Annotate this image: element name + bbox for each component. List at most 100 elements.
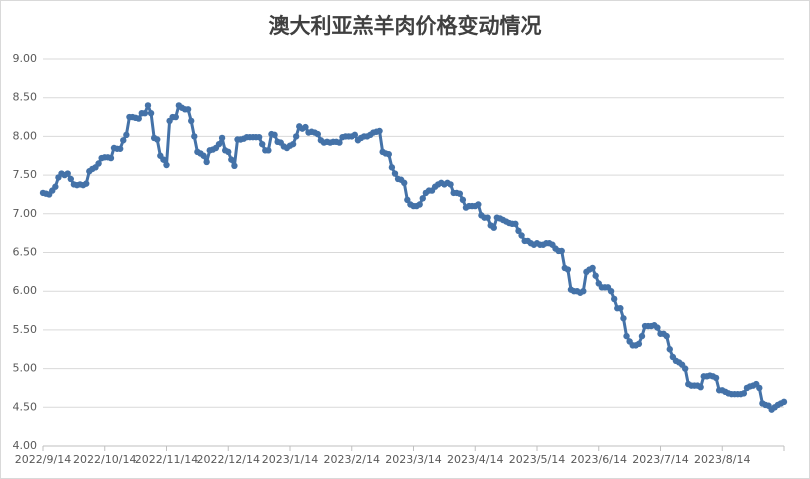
x-tick-label: 2023/8/14	[694, 453, 750, 466]
point	[228, 156, 235, 163]
point	[456, 190, 464, 197]
point	[623, 332, 630, 340]
point	[376, 127, 383, 135]
point	[419, 195, 426, 202]
point	[231, 162, 238, 170]
point	[740, 390, 748, 397]
y-tick-label: 8.50	[13, 91, 38, 104]
point	[191, 133, 198, 140]
point	[475, 201, 482, 208]
x-tick-label: 2023/3/14	[385, 453, 441, 466]
point	[459, 196, 467, 204]
point	[225, 148, 232, 156]
x-tick-label: 2023/2/14	[324, 453, 380, 466]
chart-title: 澳大利亚羔羊肉价格变动情况	[269, 14, 542, 38]
point	[271, 131, 278, 139]
point	[712, 374, 720, 382]
y-tick-label: 6.00	[13, 284, 38, 297]
y-tick-label: 6.50	[13, 246, 38, 259]
point	[188, 117, 195, 125]
point	[617, 305, 624, 312]
point	[388, 164, 396, 171]
point	[95, 160, 102, 167]
y-tick-label: 7.50	[13, 168, 38, 181]
point	[154, 136, 161, 143]
y-tick-label: 9.00	[13, 52, 38, 65]
x-tick-label: 2023/7/14	[632, 453, 688, 466]
point	[592, 272, 599, 279]
point	[265, 147, 272, 154]
point	[302, 123, 309, 131]
point	[589, 264, 596, 272]
point	[558, 247, 565, 255]
x-tick-label: 2023/4/14	[447, 453, 503, 466]
point	[203, 158, 210, 166]
x-tick-label: 2022/10/14	[73, 453, 136, 466]
point	[52, 183, 59, 190]
point	[416, 201, 423, 208]
x-tick-label: 2023/6/14	[571, 453, 627, 466]
point	[184, 106, 192, 113]
point	[401, 179, 408, 187]
y-tick-label: 7.00	[13, 207, 38, 220]
point	[259, 140, 266, 148]
point	[215, 140, 223, 148]
point	[172, 113, 179, 121]
y-tick-label: 5.00	[13, 362, 38, 375]
point	[292, 133, 300, 140]
point	[756, 384, 763, 392]
point	[490, 224, 497, 231]
point	[697, 383, 704, 391]
point	[64, 170, 71, 177]
point	[635, 340, 643, 348]
point	[83, 180, 90, 187]
point	[336, 139, 343, 146]
x-tick-label: 2023/5/14	[509, 453, 565, 466]
point	[135, 115, 142, 122]
point	[385, 151, 392, 158]
x-tick-label: 2022/9/14	[15, 453, 71, 466]
x-tick-label: 2022/12/14	[197, 453, 260, 466]
point	[610, 295, 618, 303]
point	[682, 365, 689, 372]
point	[351, 131, 359, 139]
point	[141, 109, 149, 117]
y-tick-label: 4.00	[13, 439, 38, 452]
point	[120, 137, 127, 144]
point	[107, 154, 115, 162]
point	[484, 214, 491, 221]
point	[447, 181, 454, 188]
point	[116, 145, 124, 152]
point	[654, 324, 661, 331]
point	[147, 109, 155, 117]
x-tick-label: 2023/1/14	[262, 453, 318, 466]
point	[515, 227, 522, 235]
y-tick-label: 4.50	[13, 400, 38, 413]
point	[314, 130, 321, 138]
y-tick-label: 5.50	[13, 323, 38, 336]
point	[666, 346, 673, 353]
x-tick-label: 2022/11/14	[135, 453, 198, 466]
point	[580, 288, 587, 295]
point	[163, 161, 170, 169]
point	[391, 170, 399, 177]
point	[289, 140, 297, 148]
point	[144, 102, 152, 109]
point	[160, 156, 167, 163]
y-tick-label: 8.00	[13, 129, 38, 142]
point	[218, 134, 226, 142]
point	[620, 315, 627, 322]
point	[518, 232, 525, 239]
point	[255, 133, 263, 141]
point	[607, 288, 615, 295]
point	[638, 332, 646, 340]
point	[663, 332, 670, 340]
point	[123, 131, 130, 139]
point	[67, 175, 74, 183]
point	[564, 266, 572, 273]
point	[780, 398, 788, 406]
point	[200, 152, 207, 159]
